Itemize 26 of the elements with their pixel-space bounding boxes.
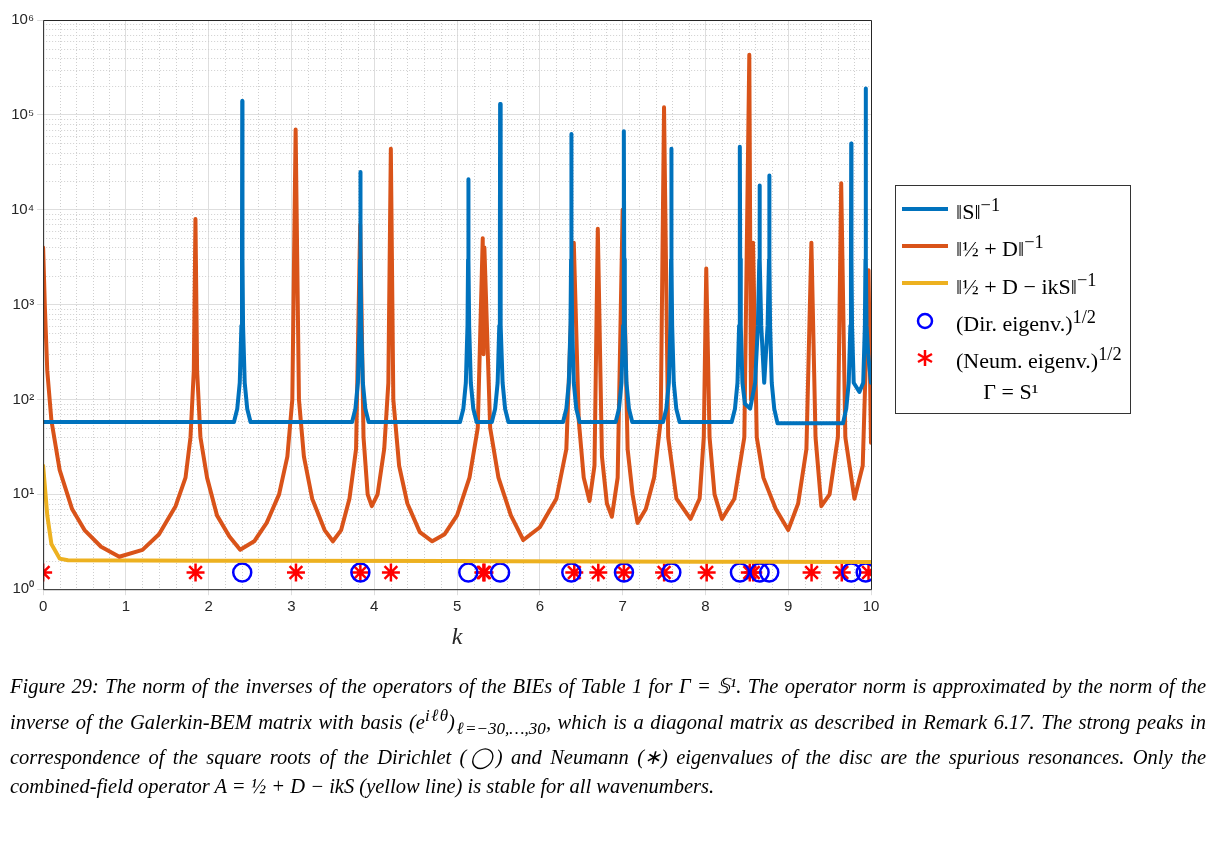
x-tick-label: 9 xyxy=(784,597,793,615)
legend-label: (Dir. eigenv.)$^{1/2}$ xyxy=(956,306,1096,339)
x-tick-label: 0 xyxy=(38,597,48,615)
x-tick-label: 1 xyxy=(121,597,131,615)
legend-label: ‖½ + D − ikS‖$^{−1}$ xyxy=(956,268,1097,301)
x-tick-label: 2 xyxy=(204,597,213,615)
y-tick-label: 10² xyxy=(12,389,35,407)
x-tick-label: 8 xyxy=(701,597,710,615)
y-tick-label: 10⁰ xyxy=(12,579,35,597)
legend-label: ‖S‖$^{−1}$ xyxy=(956,194,1001,227)
x-tick-label: 6 xyxy=(535,597,545,615)
legend-label: (Neum. eigenv.)$^{1/2}$ xyxy=(956,343,1122,376)
x-tick-label: 7 xyxy=(618,597,627,615)
y-tick-label: 10³ xyxy=(12,294,35,312)
x-tick-label: 5 xyxy=(452,597,462,615)
x-tick-label: 10 xyxy=(862,597,880,615)
x-tick-label: 4 xyxy=(370,597,379,615)
legend-title: Γ = S¹ xyxy=(982,377,1040,406)
legend-label: ‖½ + D‖$^{−1}$ xyxy=(956,231,1044,264)
y-tick-label: 10⁴ xyxy=(10,199,35,217)
caption: Figure 29: The norm of the inverses of the operators of the BIEs of Table 1 for Γ = 𝕊¹. The operator norm is approximated by the norm of the inverse of the Galerkin-BEM matrix with basis (e$^{iℓθ}$)$_{ℓ=−30,…,30}$, which is a diagonal matrix as described in Remark 6.17. The strong peaks in correspondence of the square roots of the Dirichlet (◯) and Neumann (∗) eigenvalues of the disc are the spurious resonances. Only the combined-field operator A = ½ + D − ikS (yellow line) is stable for all wavenumbers. xyxy=(10,674,1207,800)
y-tick-label: 10¹ xyxy=(12,484,35,502)
x-axis-title: k xyxy=(451,622,463,649)
x-tick-label: 3 xyxy=(287,597,296,615)
y-tick-label: 10⁶ xyxy=(11,10,35,28)
y-tick-label: 10⁵ xyxy=(11,105,35,123)
